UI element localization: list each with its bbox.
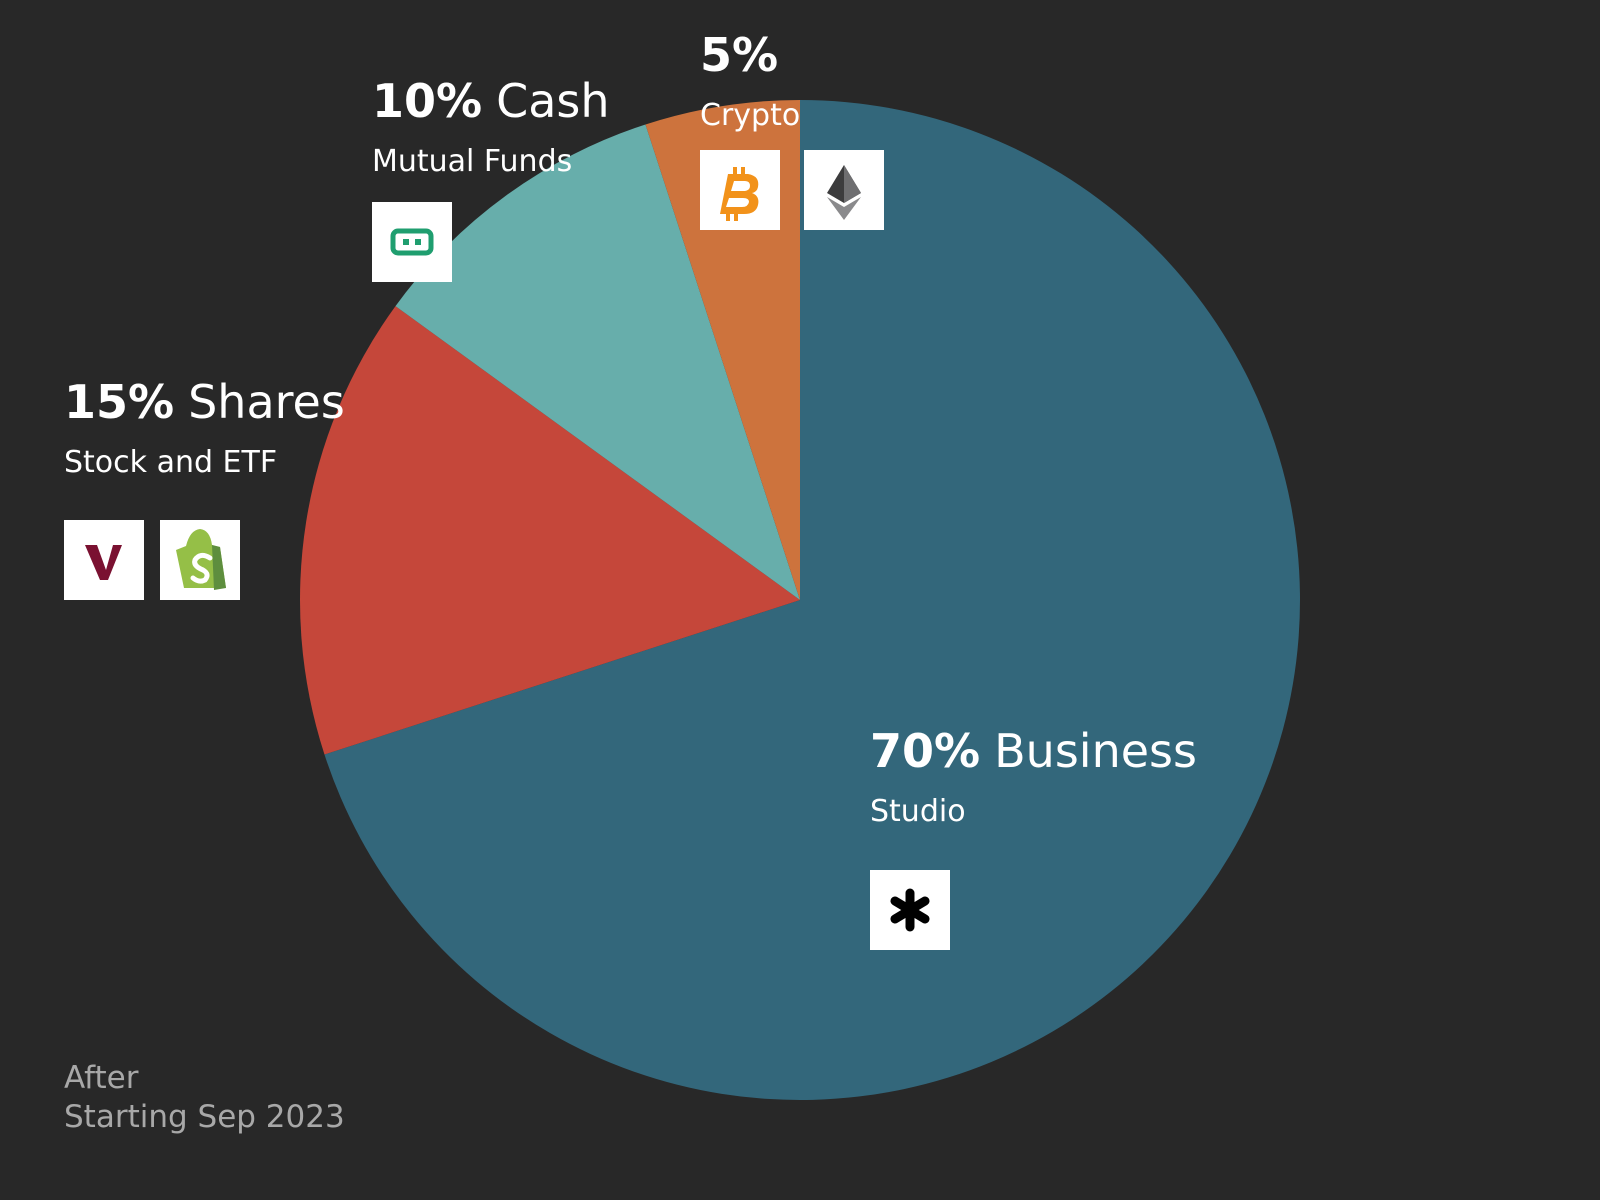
pie-slice [395, 124, 800, 600]
annotation: Starting Sep 2023 [64, 1099, 345, 1135]
pie-slice [324, 100, 1301, 1100]
pie [300, 100, 1301, 1100]
value-label: 70% [870, 724, 980, 778]
category-label: Shares [188, 375, 345, 429]
slice-subtitle: Stock and ETF [64, 445, 277, 480]
ethereum-icon [804, 150, 884, 230]
category-label: Business [994, 724, 1197, 778]
pie-slice [300, 306, 800, 755]
vanguard-icon [64, 520, 144, 600]
slice-title: 70% Business [870, 724, 1197, 778]
slice-subtitle: Studio [870, 794, 966, 829]
value-label: 15% [64, 375, 174, 429]
studio-icon [870, 870, 950, 950]
value-label: 10% [372, 74, 482, 128]
annotation: After [64, 1060, 139, 1096]
category-label: Cash [496, 74, 609, 128]
cash-icon [372, 202, 452, 282]
shopify-icon [160, 520, 240, 600]
slice-title: 5% [700, 28, 778, 82]
bitcoin-icon [700, 150, 780, 230]
slice-subtitle: Mutual Funds [372, 144, 572, 179]
slice-title: 10% Cash [372, 74, 610, 128]
value-label: 5% [700, 28, 778, 82]
slice-title: 15% Shares [64, 375, 345, 429]
slice-subtitle: Crypto [700, 98, 800, 133]
labels: 70% Business Studio 15% Shares Stock and ETF 1… [64, 28, 1197, 829]
